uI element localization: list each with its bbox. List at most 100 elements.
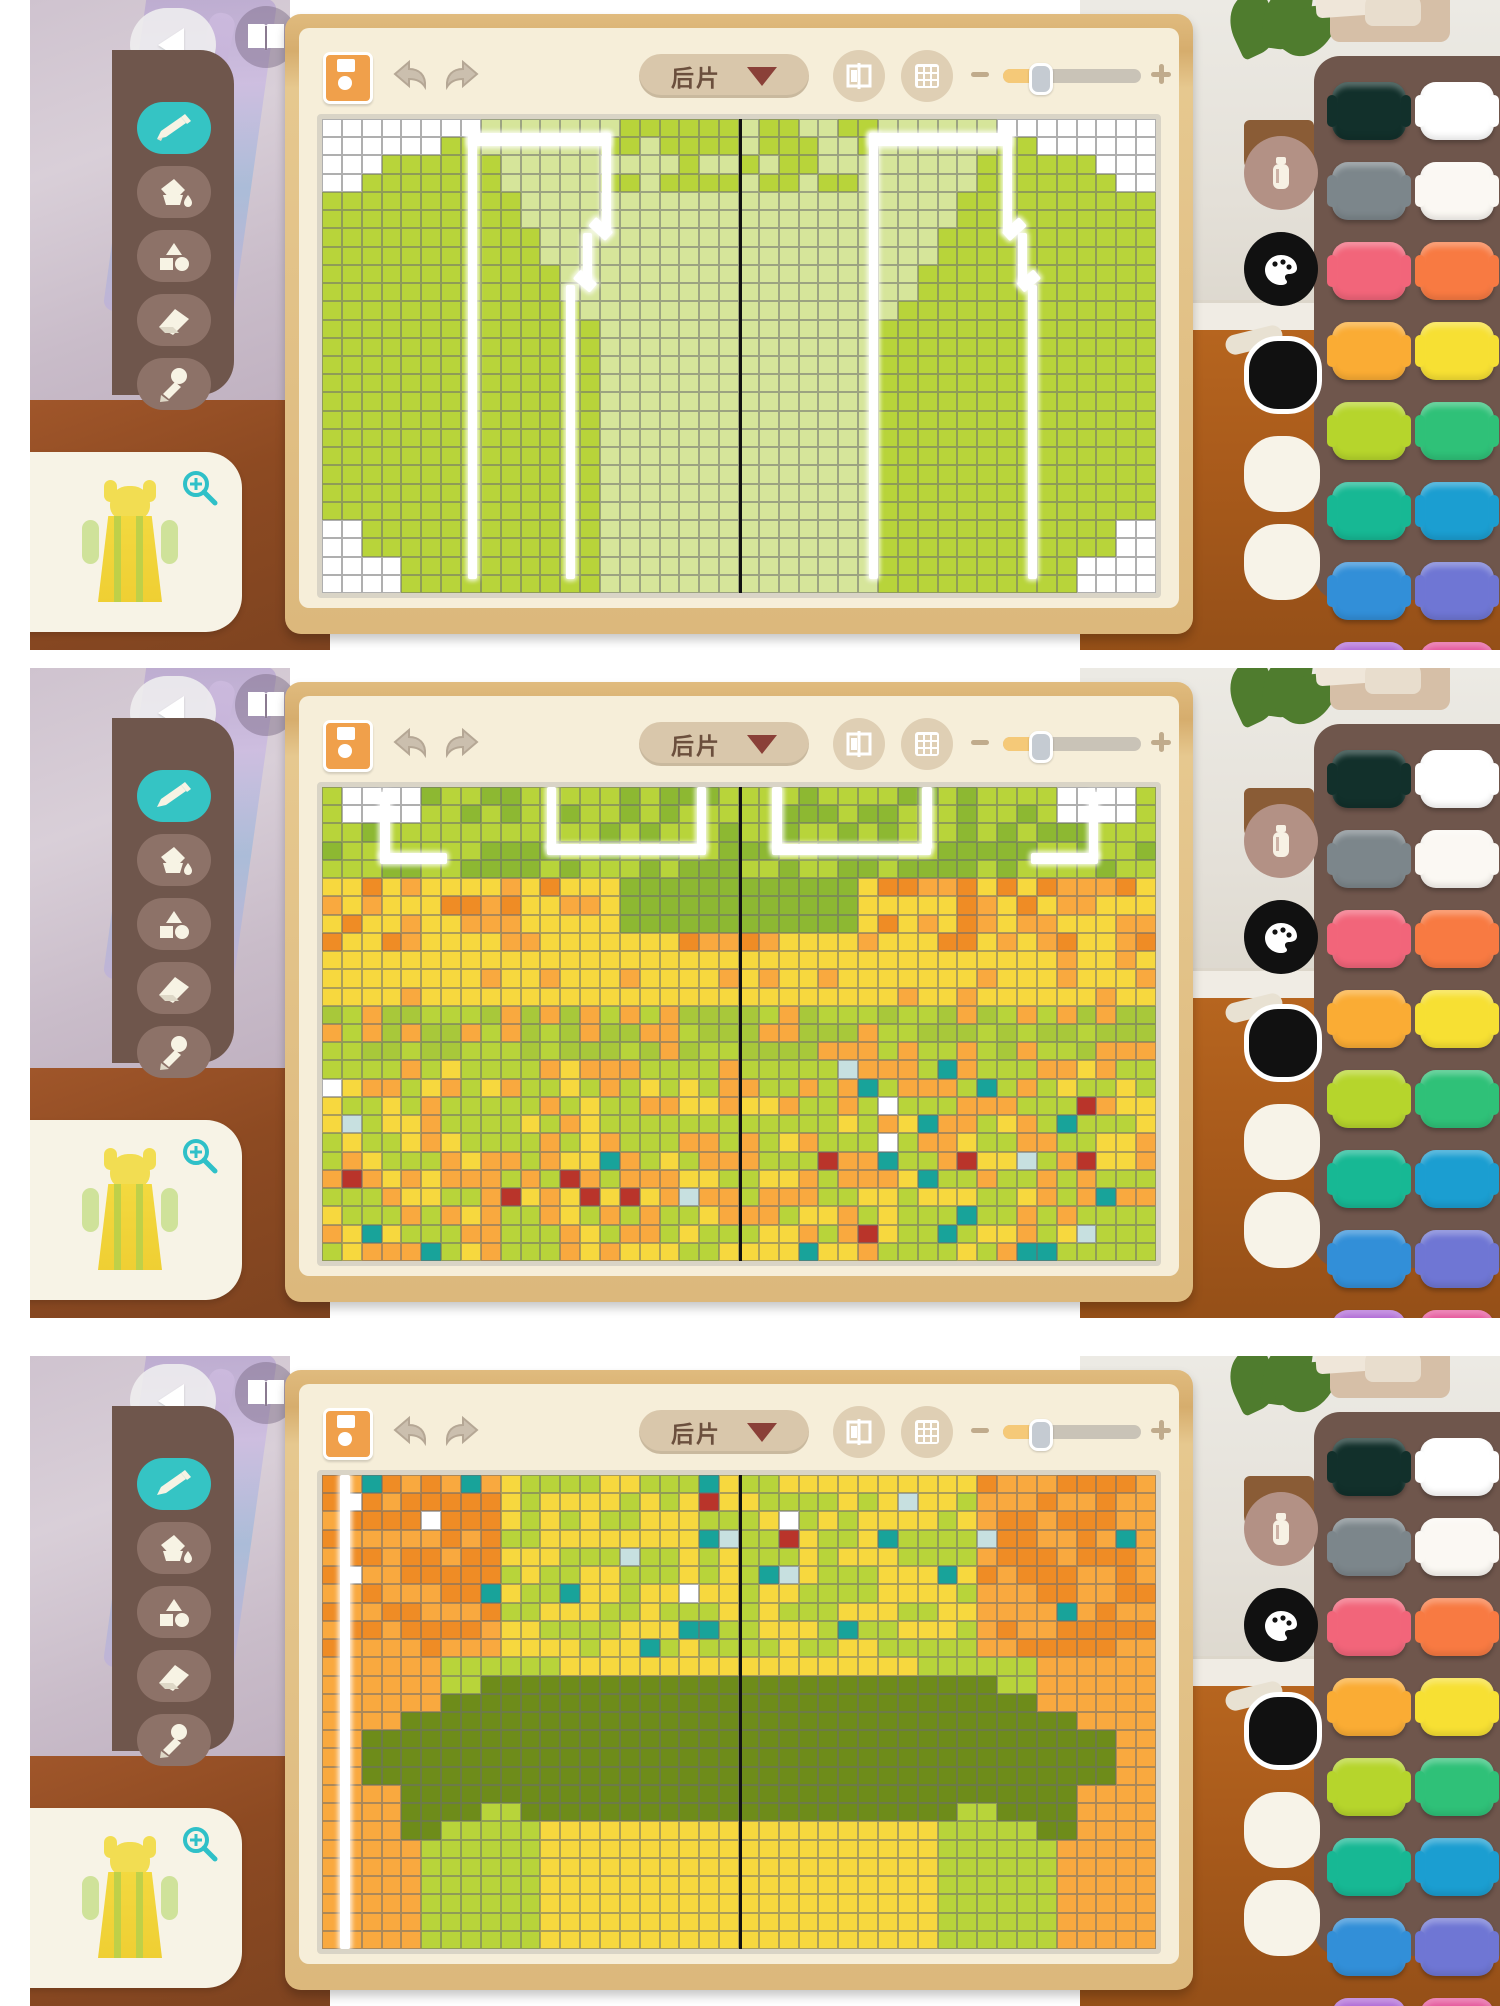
pixel-cell[interactable] <box>322 228 342 247</box>
pixel-cell[interactable] <box>917 1620 938 1640</box>
pixel-cell[interactable] <box>977 1206 998 1225</box>
pixel-cell[interactable] <box>957 1078 978 1097</box>
pixel-cell[interactable] <box>997 1821 1017 1840</box>
pixel-cell[interactable] <box>818 896 839 915</box>
pixel-cell[interactable] <box>659 1547 680 1567</box>
pixel-cell[interactable] <box>580 1784 600 1804</box>
pixel-cell[interactable] <box>679 137 700 156</box>
pixel-cell[interactable] <box>600 447 620 466</box>
pixel-cell[interactable] <box>897 1620 918 1640</box>
pixel-cell[interactable] <box>977 1693 998 1712</box>
pixel-cell[interactable] <box>897 969 918 988</box>
pixel-cell[interactable] <box>401 1620 422 1640</box>
pixel-cell[interactable] <box>1076 1602 1097 1621</box>
pixel-cell[interactable] <box>1116 428 1137 448</box>
pixel-cell[interactable] <box>361 119 382 138</box>
pixel-cell[interactable] <box>1036 1894 1057 1913</box>
garment-preview-card[interactable] <box>30 1120 242 1300</box>
pixel-cell[interactable] <box>997 1493 1017 1512</box>
pixel-cell[interactable] <box>600 556 620 575</box>
pixel-cell[interactable] <box>977 787 998 806</box>
pixel-cell[interactable] <box>639 520 660 539</box>
pixel-cell[interactable] <box>1096 392 1117 411</box>
pixel-cell[interactable] <box>719 173 739 192</box>
pixel-cell[interactable] <box>1017 1894 1037 1913</box>
pixel-cell[interactable] <box>361 914 382 933</box>
pixel-cell[interactable] <box>540 1060 561 1079</box>
pixel-cell[interactable] <box>858 787 878 806</box>
pixel-cell[interactable] <box>997 951 1017 970</box>
pixel-cell[interactable] <box>858 1188 878 1207</box>
pixel-cell[interactable] <box>1017 951 1037 970</box>
pixel-cell[interactable] <box>719 841 739 860</box>
pixel-cell[interactable] <box>580 1602 600 1621</box>
pixel-cell[interactable] <box>977 1005 998 1024</box>
pixel-cell[interactable] <box>1076 392 1097 411</box>
pixel-cell[interactable] <box>1056 1857 1077 1877</box>
pixel-cell[interactable] <box>897 1876 918 1895</box>
pixel-cell[interactable] <box>600 1188 620 1207</box>
pixel-cell[interactable] <box>937 1876 958 1895</box>
pixel-cell[interactable] <box>639 1566 660 1585</box>
pixel-cell[interactable] <box>361 1620 382 1640</box>
pixel-cell[interactable] <box>421 1602 442 1621</box>
pixel-cell[interactable] <box>1017 1712 1037 1731</box>
pixel-cell[interactable] <box>619 137 640 156</box>
pixel-cell[interactable] <box>679 1242 700 1261</box>
pixel-cell[interactable] <box>1136 392 1156 411</box>
pixel-cell[interactable] <box>341 1206 362 1225</box>
pixel-cell[interactable] <box>1017 1566 1037 1585</box>
pixel-cell[interactable] <box>1076 1894 1097 1913</box>
pixel-cell[interactable] <box>659 520 680 539</box>
pixel-cell[interactable] <box>917 1876 938 1895</box>
pixel-cell[interactable] <box>580 1096 600 1116</box>
pixel-cell[interactable] <box>719 356 739 375</box>
pixel-cell[interactable] <box>500 1096 521 1116</box>
pixel-cell[interactable] <box>1076 1712 1097 1731</box>
pixel-cell[interactable] <box>341 878 362 897</box>
pixel-cell[interactable] <box>679 1675 700 1694</box>
pixel-cell[interactable] <box>580 1748 600 1767</box>
pixel-cell[interactable] <box>540 1675 561 1694</box>
pixel-cell[interactable] <box>739 465 759 484</box>
pixel-cell[interactable] <box>639 1930 660 1949</box>
pixel-cell[interactable] <box>1056 1693 1077 1712</box>
pixel-cell[interactable] <box>679 1584 700 1603</box>
pixel-cell[interactable] <box>897 119 918 138</box>
pixel-cell[interactable] <box>341 1133 362 1152</box>
color-swatch[interactable] <box>1327 482 1411 540</box>
pixel-cell[interactable] <box>500 119 521 138</box>
pixel-cell[interactable] <box>1136 356 1156 375</box>
pixel-cell[interactable] <box>381 1930 402 1949</box>
pixel-cell[interactable] <box>1076 1096 1097 1116</box>
pixel-cell[interactable] <box>679 1839 700 1858</box>
pixel-cell[interactable] <box>560 1839 581 1858</box>
pixel-cell[interactable] <box>540 1096 561 1116</box>
pixel-cell[interactable] <box>421 337 442 356</box>
pixel-cell[interactable] <box>878 173 898 192</box>
pixel-cell[interactable] <box>838 1712 859 1731</box>
pixel-cell[interactable] <box>977 805 998 824</box>
pixel-cell[interactable] <box>858 1821 878 1840</box>
pixel-cell[interactable] <box>1136 1584 1156 1603</box>
pixel-cell[interactable] <box>679 556 700 575</box>
pixel-cell[interactable] <box>480 1566 501 1585</box>
pixel-cell[interactable] <box>659 1748 680 1767</box>
pixel-cell[interactable] <box>758 210 779 229</box>
pixel-cell[interactable] <box>401 787 422 806</box>
pixel-cell[interactable] <box>381 1730 402 1749</box>
pixel-cell[interactable] <box>937 1206 958 1225</box>
pixel-cell[interactable] <box>600 787 620 806</box>
pixel-cell[interactable] <box>778 264 799 284</box>
pixel-cell[interactable] <box>699 283 720 302</box>
pixel-cell[interactable] <box>361 1224 382 1243</box>
pixel-cell[interactable] <box>1116 119 1137 138</box>
pixel-cell[interactable] <box>1116 1133 1137 1152</box>
pixel-cell[interactable] <box>520 191 541 211</box>
pixel-cell[interactable] <box>500 1133 521 1152</box>
pixel-cell[interactable] <box>401 483 422 502</box>
pixel-cell[interactable] <box>520 805 541 824</box>
color-swatch[interactable] <box>1327 1758 1411 1816</box>
pixel-cell[interactable] <box>699 447 720 466</box>
pixel-cell[interactable] <box>1036 1042 1057 1061</box>
